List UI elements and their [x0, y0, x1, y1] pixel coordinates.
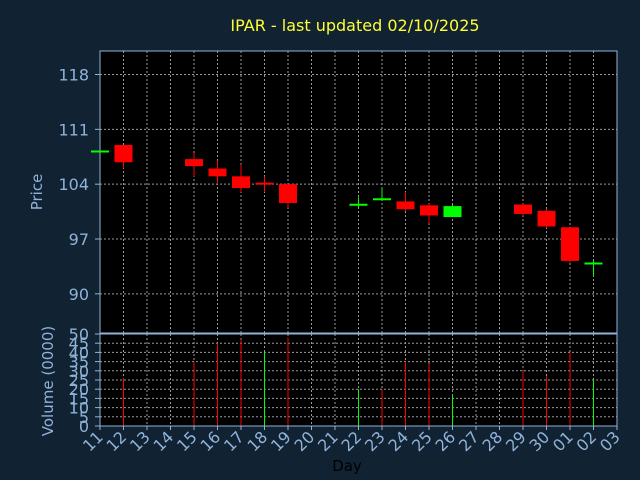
candle-body [208, 168, 227, 177]
candle-body [561, 227, 579, 261]
volume-tick-label: 0 [79, 417, 89, 436]
volume-tick-label: 15 [69, 389, 89, 408]
volume-tick-label: 5 [79, 408, 89, 427]
candle-body [255, 182, 274, 185]
candle-body [396, 201, 415, 210]
candle-body [349, 203, 368, 206]
volume-panel: 0510152025303540455011121314151617181920… [69, 325, 624, 455]
volume-tick-label: 40 [69, 343, 89, 362]
price-axis-label: Price [28, 174, 46, 211]
volume-tick-label: 30 [69, 362, 89, 381]
price-tick-label: 97 [69, 230, 89, 249]
candle-body [373, 198, 391, 201]
volume-tick-label: 25 [69, 371, 89, 390]
volume-tick-label: 20 [69, 380, 89, 399]
volume-tick-label: 50 [69, 325, 89, 344]
candle-body [91, 150, 109, 153]
price-plot-border [99, 50, 618, 334]
candle-body [232, 176, 250, 189]
candle-body [114, 145, 133, 163]
price-tick-label: 111 [58, 120, 89, 139]
price-tick-label: 104 [58, 175, 89, 194]
candle-body [279, 184, 297, 203]
candle-body [185, 159, 203, 167]
price-tick-label: 90 [69, 285, 89, 304]
price-tick-label: 118 [58, 66, 89, 85]
candle-body [420, 205, 438, 216]
candle-body [443, 206, 462, 218]
volume-tick-label: 10 [69, 399, 89, 418]
volume-tick-label: 45 [69, 334, 89, 353]
volume-tick-label: 35 [69, 353, 89, 372]
x-axis-label: Day [332, 457, 362, 475]
candle-body [514, 204, 532, 214]
candle-body [537, 210, 556, 227]
price-panel: 90 97 104 111 118 [58, 50, 618, 334]
candle-body [584, 262, 603, 265]
x-tick-label: 03 [596, 427, 624, 455]
chart-title: IPAR - last updated 02/10/2025 [230, 16, 479, 35]
volume-axis-label: Volume (0000) [39, 326, 57, 436]
